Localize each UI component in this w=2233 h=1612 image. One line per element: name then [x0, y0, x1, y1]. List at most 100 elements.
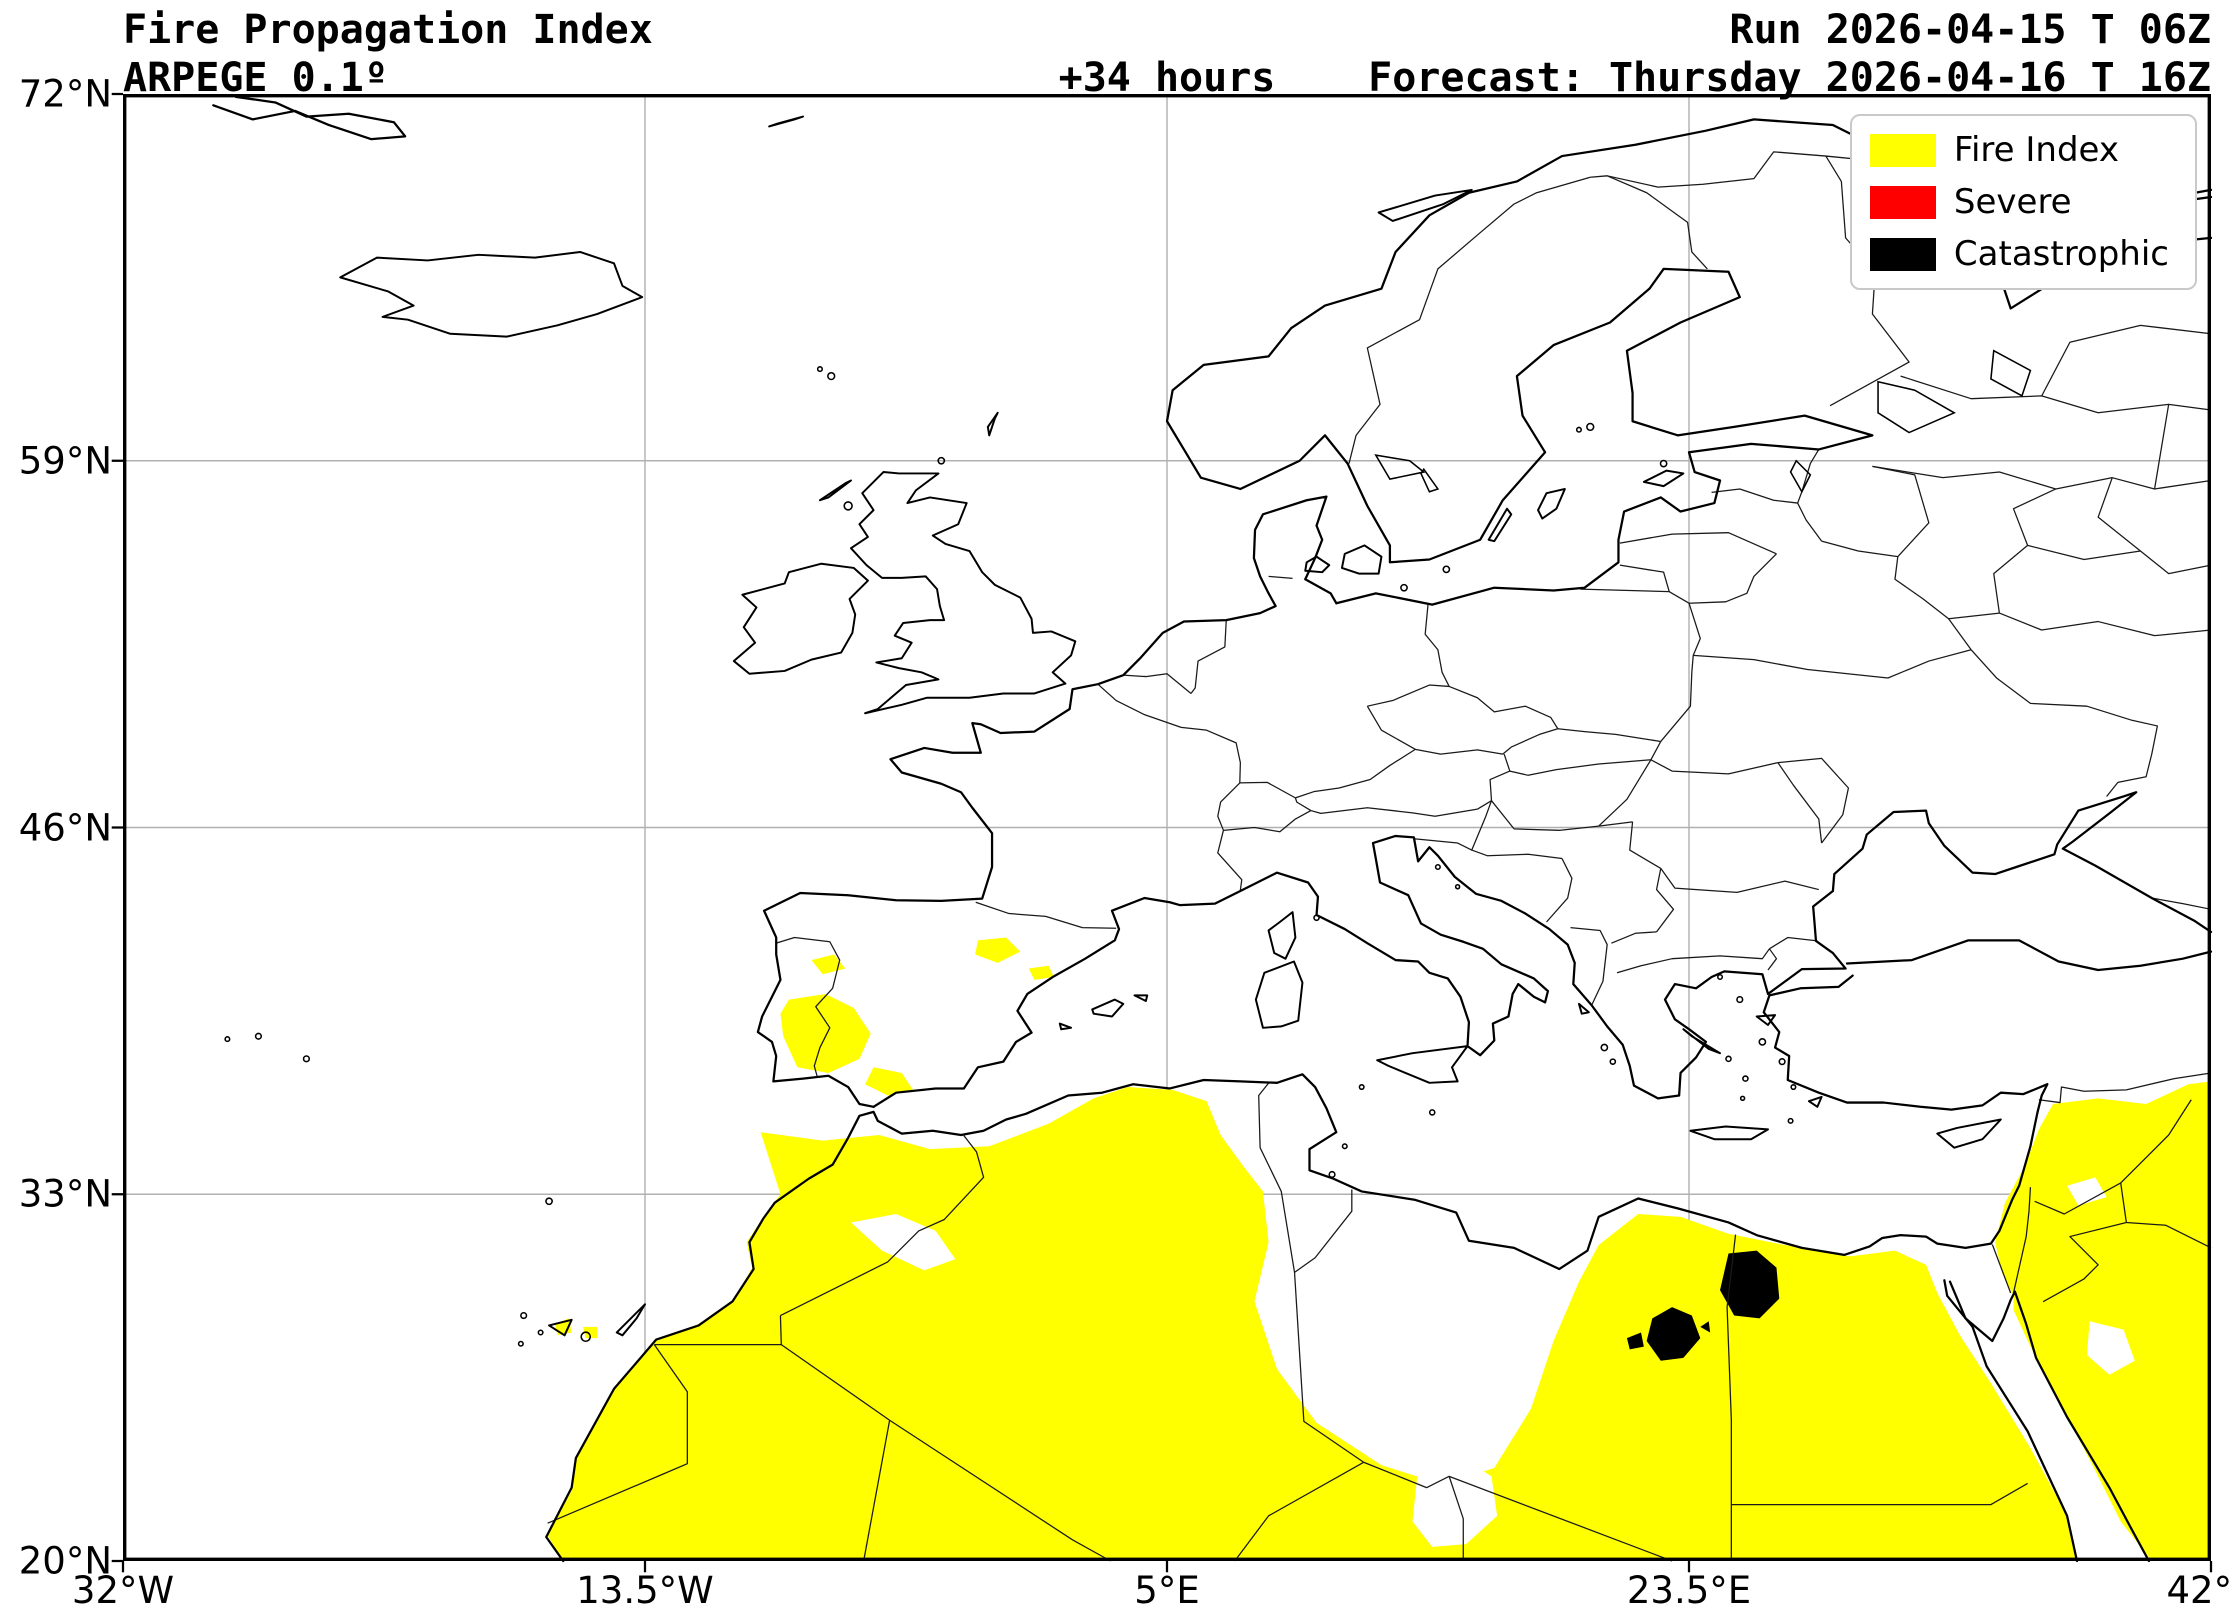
small-island-outline — [1341, 1143, 1348, 1150]
island-outline — [986, 411, 999, 437]
small-island-outline — [1586, 422, 1595, 432]
legend-item-catastrophic: Catastrophic — [1869, 234, 2169, 274]
x-tick-label: 13.5°W — [576, 1569, 714, 1612]
fire-region-hole — [2067, 1177, 2107, 1206]
country-border — [1097, 683, 1243, 891]
country-border — [1509, 759, 1651, 776]
country-border — [1294, 797, 1478, 817]
legend-item-severe: Severe — [1869, 182, 2169, 222]
country-border — [1366, 684, 1559, 755]
island-outline — [1304, 555, 1331, 574]
small-island-outline — [1758, 1038, 1767, 1046]
small-island-outline — [827, 371, 836, 381]
legend: Fire Index Severe Catastrophic — [1849, 114, 2197, 290]
country-border — [1767, 948, 1778, 971]
small-island-outline — [254, 1032, 263, 1040]
fire-overlay-layer — [547, 937, 2211, 1561]
small-island-outline — [1736, 995, 1744, 1004]
country-border — [1424, 604, 1450, 687]
country-border — [1557, 588, 1701, 743]
small-island-outline — [937, 456, 946, 465]
country-border — [1777, 757, 1850, 844]
country-border — [1546, 858, 1573, 923]
country-border — [889, 1419, 1111, 1562]
coastline — [212, 95, 407, 141]
small-island-outline — [843, 501, 853, 511]
fire-region-fire — [1995, 1081, 2211, 1561]
country-border — [1413, 800, 1493, 851]
small-island-outline — [1428, 1109, 1436, 1116]
fire-region-fire — [865, 1067, 914, 1096]
x-tick-label: 42°E — [2166, 1569, 2233, 1612]
small-island-outline — [1787, 1117, 1794, 1124]
small-island-outline — [520, 1311, 528, 1320]
island-outline — [732, 562, 869, 675]
country-border — [2027, 544, 2212, 575]
forecast-time-label: Forecast: Thursday 2026-04-16 T 16Z — [1368, 55, 2211, 101]
small-island-outline — [1328, 1170, 1336, 1179]
country-border — [2038, 1072, 2212, 1104]
country-border — [1293, 1272, 1365, 1463]
country-border — [1970, 649, 2159, 797]
country-border — [1731, 1482, 2028, 1506]
island-outline — [1755, 1014, 1777, 1026]
island-outline — [339, 250, 644, 338]
x-tick-label: 23.5°E — [1626, 1569, 1752, 1612]
legend-label-severe: Severe — [1953, 182, 2072, 222]
fire-region-fire — [975, 937, 1021, 963]
country-border — [1693, 649, 1972, 679]
coastline — [872, 791, 2213, 1108]
small-island-outline — [1659, 459, 1668, 468]
lake-outline — [1877, 380, 1956, 434]
country-border — [1629, 821, 1662, 869]
small-island-outline — [224, 1036, 231, 1043]
country-border — [1619, 532, 1777, 555]
island-outline — [548, 1318, 573, 1337]
x-tick-label: 5°E — [1134, 1569, 1200, 1612]
lake-outline — [1789, 459, 1812, 494]
small-island-outline — [517, 1340, 524, 1347]
country-border — [2012, 1187, 2032, 1294]
country-border — [1123, 673, 1192, 694]
country-border — [1650, 741, 1779, 775]
island-outline — [1642, 469, 1685, 488]
small-island-outline — [1725, 1055, 1732, 1063]
island-outline — [1091, 998, 1125, 1018]
country-border — [1655, 868, 1675, 933]
country-border — [1258, 1082, 1296, 1273]
country-border — [2151, 897, 2212, 910]
legend-label-catastrophic: Catastrophic — [1953, 234, 2169, 274]
small-island-outline — [1313, 914, 1320, 922]
island-outline — [1689, 1125, 1769, 1141]
coastline — [1165, 118, 2213, 606]
country-border — [1607, 151, 1826, 188]
country-border — [1726, 1234, 1737, 1561]
legend-swatch-catastrophic — [1869, 237, 1936, 271]
small-island-outline — [1790, 1084, 1797, 1091]
country-border — [975, 901, 1117, 929]
coastline — [1948, 1280, 2151, 1563]
small-island-outline — [1400, 583, 1408, 592]
island-outline — [1376, 1045, 1469, 1084]
country-border — [1797, 502, 1823, 542]
run-time-label: Run 2026-04-15 T 06Z — [1729, 7, 2211, 53]
country-border — [2120, 1182, 2127, 1223]
small-island-outline — [1717, 973, 1724, 981]
country-border — [1448, 1476, 1464, 1561]
island-outline — [1377, 188, 1473, 222]
country-border — [547, 1344, 688, 1524]
small-island-outline — [1742, 1075, 1749, 1082]
coastline — [756, 495, 1338, 1108]
fire-region-fire — [547, 1087, 2079, 1561]
country-border — [1769, 936, 1818, 950]
fire-region-catastrophic — [1646, 1307, 1701, 1361]
country-border — [1190, 620, 1227, 694]
island-outline — [1936, 1118, 2002, 1149]
country-border — [780, 1344, 890, 1421]
country-border — [1598, 759, 1652, 827]
country-border — [1660, 868, 1819, 894]
grid-layer — [123, 94, 2211, 1561]
country-border — [2120, 1099, 2192, 1184]
fire-region-fire — [811, 954, 846, 975]
